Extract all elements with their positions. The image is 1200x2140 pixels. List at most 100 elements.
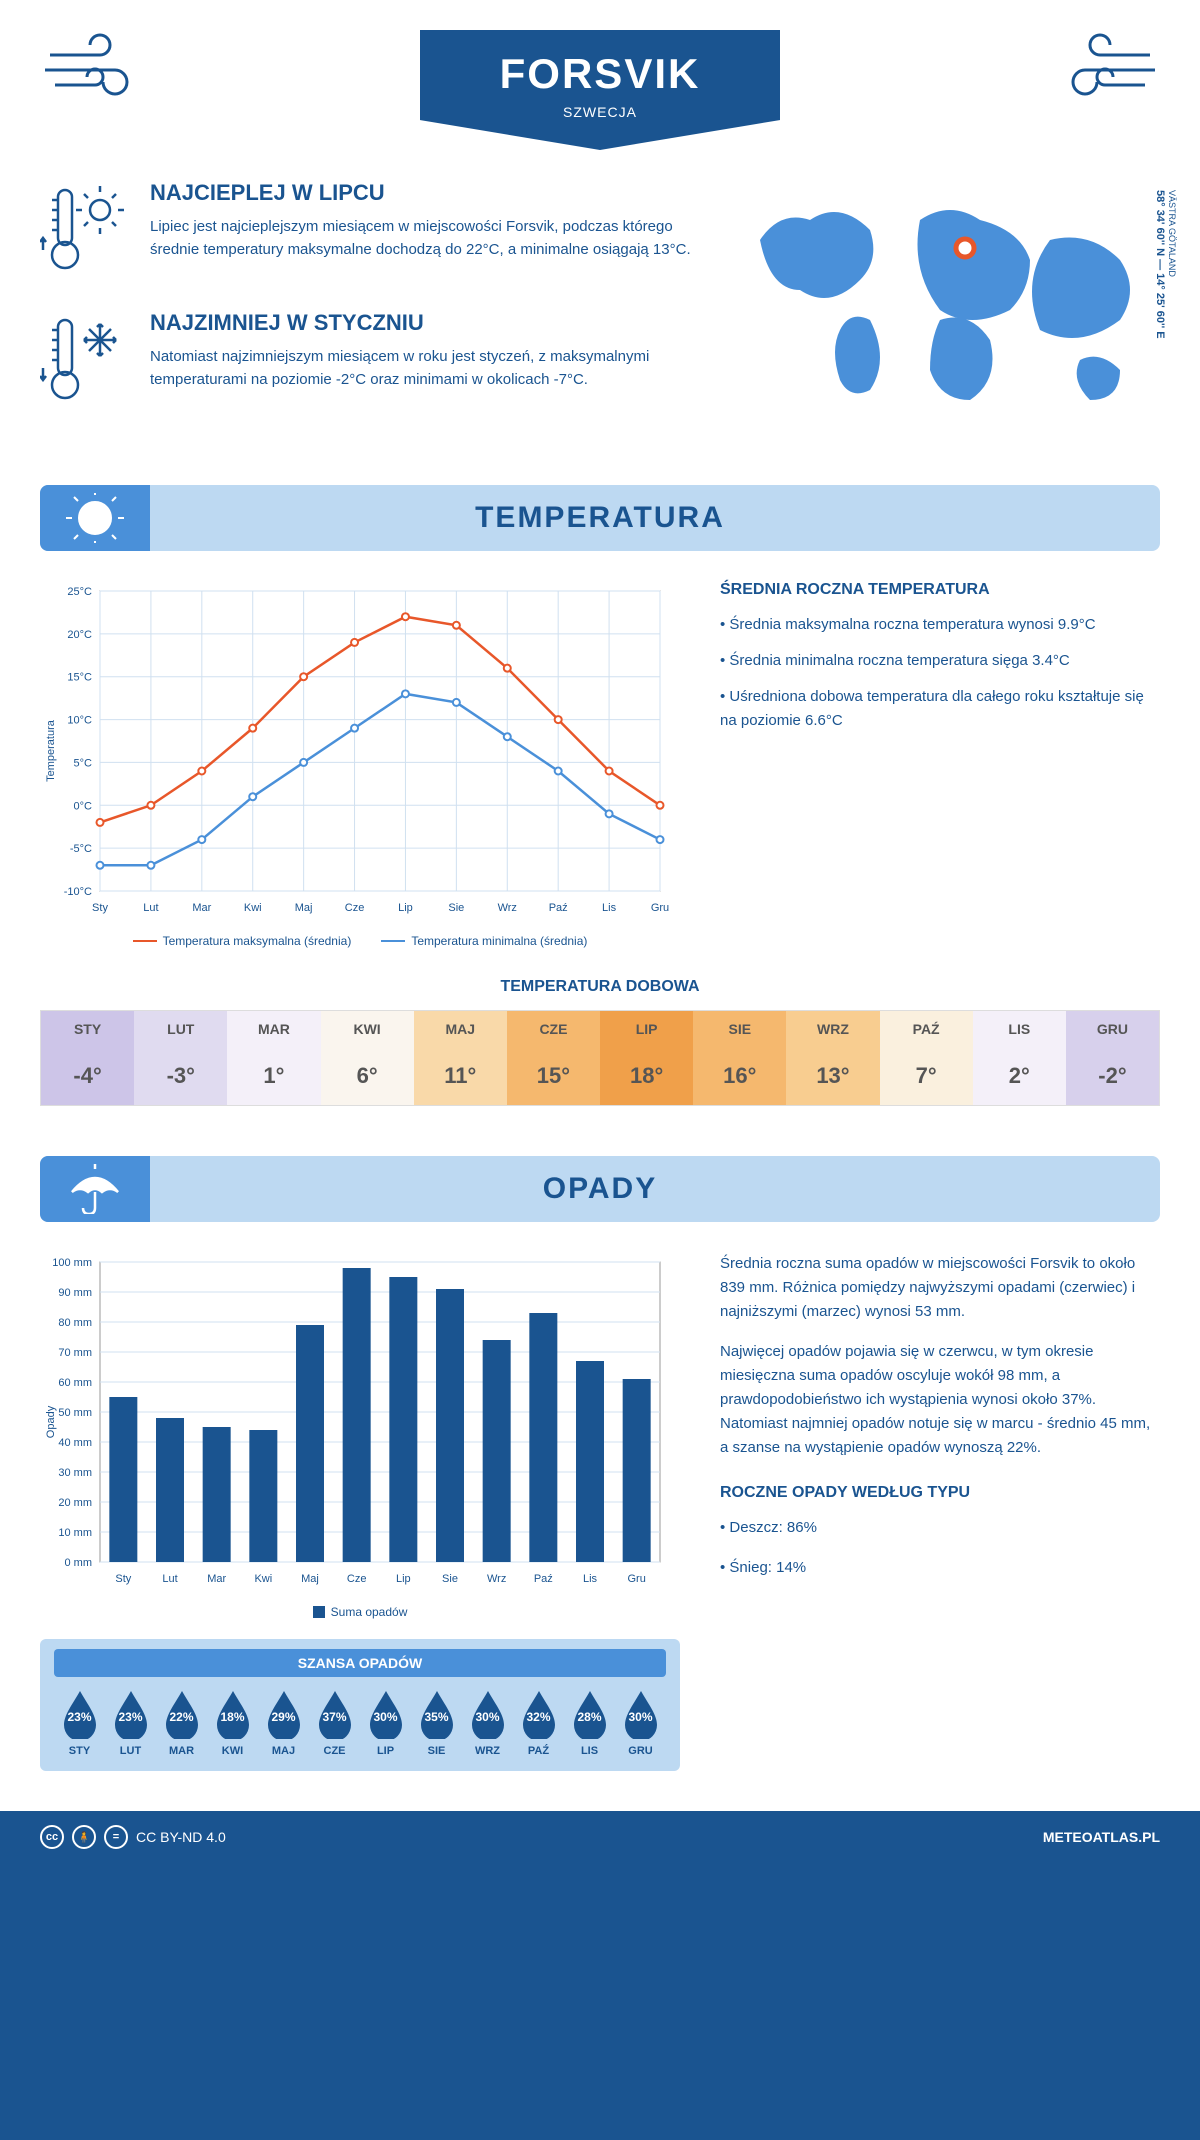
thermometer-hot-icon (40, 180, 130, 280)
svg-text:Lip: Lip (396, 1573, 411, 1585)
country-subtitle: SZWECJA (500, 104, 701, 120)
svg-text:Wrz: Wrz (487, 1573, 506, 1585)
svg-text:Sty: Sty (115, 1573, 131, 1585)
footer: cc 🧍 = CC BY-ND 4.0 METEOATLAS.PL (0, 1811, 1200, 1863)
svg-text:100 mm: 100 mm (52, 1257, 92, 1269)
svg-text:Lis: Lis (602, 902, 617, 914)
daily-temp-title: TEMPERATURA DOBOWA (40, 978, 1160, 996)
drop-cell: 23% LUT (105, 1689, 156, 1757)
temp-cell: GRU-2° (1066, 1011, 1159, 1105)
svg-text:Kwi: Kwi (254, 1573, 272, 1585)
temp-cell: LIP18° (600, 1011, 693, 1105)
svg-text:Lut: Lut (143, 902, 158, 914)
precip-title: OPADY (70, 1172, 1130, 1206)
temp-cell: MAR1° (227, 1011, 320, 1105)
svg-text:Sie: Sie (442, 1573, 458, 1585)
drop-cell: 22% MAR (156, 1689, 207, 1757)
temp-cell: CZE15° (507, 1011, 600, 1105)
temp-cell: PAŹ7° (880, 1011, 973, 1105)
svg-text:80 mm: 80 mm (58, 1317, 92, 1329)
umbrella-icon (60, 1164, 130, 1214)
coldest-text: Natomiast najzimniejszym miesiącem w rok… (150, 346, 700, 391)
svg-text:10 mm: 10 mm (58, 1527, 92, 1539)
precip-text: Średnia roczna suma opadów w miejscowośc… (720, 1252, 1160, 1771)
legend-min: Temperatura minimalna (średnia) (381, 934, 587, 948)
wind-icon-left (40, 30, 160, 110)
temperature-chart: -10°C -5°C 0°C 5°C 10°C 15°C 20°C 25°C Sty Lut Mar… (40, 581, 680, 948)
svg-text:Maj: Maj (295, 902, 313, 914)
drop-cell: 18% KWI (207, 1689, 258, 1757)
precip-chart: 0 mm10 mm20 mm30 mm40 mm50 mm60 mm70 mm8… (40, 1252, 680, 1771)
svg-text:Lis: Lis (583, 1573, 598, 1585)
svg-text:60 mm: 60 mm (58, 1377, 92, 1389)
site-name: METEOATLAS.PL (1043, 1829, 1160, 1845)
temp-cell: LUT-3° (134, 1011, 227, 1105)
world-map: VÄSTRA GÖTALAND 58° 34' 60'' N — 14° 25'… (740, 180, 1160, 445)
drop-cell: 30% WRZ (462, 1689, 513, 1757)
svg-text:15°C: 15°C (67, 672, 92, 684)
temp-cell: MAJ11° (414, 1011, 507, 1105)
coordinates: VÄSTRA GÖTALAND 58° 34' 60'' N — 14° 25'… (1154, 190, 1178, 339)
drop-cell: 23% STY (54, 1689, 105, 1757)
svg-text:20°C: 20°C (67, 629, 92, 641)
drop-cell: 32% PAŹ (513, 1689, 564, 1757)
sun-icon (60, 493, 130, 543)
drop-cell: 30% LIP (360, 1689, 411, 1757)
legend-max: Temperatura maksymalna (średnia) (133, 934, 352, 948)
nd-icon: = (104, 1825, 128, 1849)
temp-cell: WRZ13° (786, 1011, 879, 1105)
svg-text:90 mm: 90 mm (58, 1287, 92, 1299)
legend-precip: Suma opadów (313, 1605, 408, 1619)
drop-cell: 37% CZE (309, 1689, 360, 1757)
svg-text:Lut: Lut (162, 1573, 177, 1585)
wind-icon-right (1040, 30, 1160, 110)
svg-text:Mar: Mar (192, 902, 211, 914)
svg-text:50 mm: 50 mm (58, 1407, 92, 1419)
chance-title: SZANSA OPADÓW (54, 1649, 666, 1677)
svg-text:Maj: Maj (301, 1573, 319, 1585)
svg-text:Gru: Gru (651, 902, 669, 914)
chance-box: SZANSA OPADÓW 23% STY 23% LUT 22% MAR 18… (40, 1639, 680, 1771)
svg-text:10°C: 10°C (67, 715, 92, 727)
intro-section: NAJCIEPLEJ W LIPCU Lipiec jest najcieple… (40, 180, 1160, 445)
svg-text:-10°C: -10°C (64, 886, 92, 898)
svg-text:30 mm: 30 mm (58, 1467, 92, 1479)
precip-header: OPADY (40, 1156, 1160, 1222)
svg-text:Sty: Sty (92, 902, 108, 914)
svg-text:Sie: Sie (448, 902, 464, 914)
svg-text:Cze: Cze (345, 902, 365, 914)
svg-text:Mar: Mar (207, 1573, 226, 1585)
svg-text:0°C: 0°C (74, 800, 93, 812)
temperature-stats: ŚREDNIA ROCZNA TEMPERATURA • Średnia mak… (720, 581, 1160, 948)
temp-cell: SIE16° (693, 1011, 786, 1105)
svg-text:Paź: Paź (534, 1573, 553, 1585)
temp-cell: STY-4° (41, 1011, 134, 1105)
temperature-header: TEMPERATURA (40, 485, 1160, 551)
title-banner: FORSVIK SZWECJA (420, 30, 781, 150)
svg-text:Temperatura: Temperatura (45, 719, 57, 782)
header: FORSVIK SZWECJA (40, 30, 1160, 150)
svg-text:Paź: Paź (549, 902, 568, 914)
coldest-block: NAJZIMNIEJ W STYCZNIU Natomiast najzimni… (40, 310, 700, 410)
svg-text:-5°C: -5°C (70, 843, 92, 855)
cc-icon: cc (40, 1825, 64, 1849)
drop-cell: 29% MAJ (258, 1689, 309, 1757)
svg-text:Kwi: Kwi (244, 902, 262, 914)
drop-cell: 30% GRU (615, 1689, 666, 1757)
svg-text:Opady: Opady (45, 1405, 57, 1438)
svg-text:Gru: Gru (627, 1573, 645, 1585)
city-title: FORSVIK (500, 50, 701, 98)
warmest-block: NAJCIEPLEJ W LIPCU Lipiec jest najcieple… (40, 180, 700, 280)
temp-cell: KWI6° (321, 1011, 414, 1105)
thermometer-cold-icon (40, 310, 130, 410)
svg-text:5°C: 5°C (74, 757, 93, 769)
svg-text:70 mm: 70 mm (58, 1347, 92, 1359)
svg-text:25°C: 25°C (67, 586, 92, 598)
svg-text:20 mm: 20 mm (58, 1497, 92, 1509)
svg-text:Wrz: Wrz (498, 902, 517, 914)
warmest-title: NAJCIEPLEJ W LIPCU (150, 180, 700, 206)
warmest-text: Lipiec jest najcieplejszym miesiącem w m… (150, 216, 700, 261)
license: cc 🧍 = CC BY-ND 4.0 (40, 1825, 226, 1849)
drop-cell: 28% LIS (564, 1689, 615, 1757)
drop-cell: 35% SIE (411, 1689, 462, 1757)
